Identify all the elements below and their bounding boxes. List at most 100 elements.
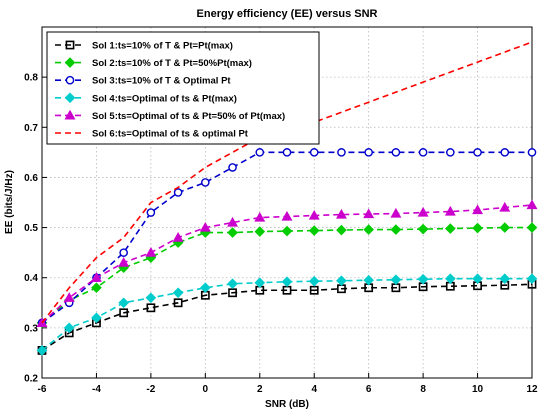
series-3-point xyxy=(146,208,156,217)
legend-marker-4 xyxy=(64,92,76,104)
x-tick-label: 2 xyxy=(257,384,263,395)
series-2-point xyxy=(227,227,238,238)
legend-marker-1 xyxy=(65,40,75,50)
legend-label-3: Sol 3:ts=10% of T & Optimal Pt xyxy=(92,76,231,87)
series-4-point xyxy=(390,274,402,286)
series-5-point xyxy=(444,205,456,216)
series-3-point xyxy=(119,248,128,257)
series-2-point xyxy=(281,225,293,237)
series-2-point xyxy=(363,224,374,235)
legend-label-2: Sol 2:ts=10% of T & Pt=50%Pt(max) xyxy=(92,58,252,69)
series-4-point xyxy=(36,345,48,356)
legend-marker-2 xyxy=(64,57,76,68)
series-2-point xyxy=(91,282,102,294)
series-5-point xyxy=(499,201,511,212)
x-tick-label: -4 xyxy=(92,384,101,395)
series-5-point xyxy=(172,231,184,242)
legend: Sol 1:ts=10% of T & Pt=Pt(max) Sol 2:ts=1… xyxy=(46,31,320,145)
series-1-line xyxy=(41,283,533,352)
legend-marker-5 xyxy=(64,109,76,120)
series-3-point xyxy=(255,148,265,157)
series-3-point xyxy=(337,148,346,157)
series-5-point xyxy=(145,247,157,257)
series-4-point xyxy=(363,274,374,286)
series-5-point xyxy=(118,257,130,267)
series-4-point xyxy=(472,273,483,285)
series-3-point xyxy=(391,148,401,157)
legend-label-6: Sol 6:ts=Optimal of ts & optimal Pt xyxy=(92,129,249,140)
series-4-point xyxy=(145,292,157,304)
series-4-point xyxy=(200,282,211,294)
x-tick-label: 0 xyxy=(203,384,209,395)
series-6 xyxy=(41,41,533,324)
series-6-line xyxy=(41,41,533,324)
series-3-point xyxy=(228,163,237,172)
series-4-point xyxy=(91,312,102,324)
series-2-point xyxy=(390,224,402,235)
series-1-point xyxy=(119,308,129,318)
axis-ticks: -6 -4 -2 0 2 4 6 8 10 12 0.2 0.3 0.4 0.5 0.6 0.7 0.8 xyxy=(24,73,538,395)
series-5-point xyxy=(526,199,538,210)
series-1-point xyxy=(309,285,319,295)
series-4-point xyxy=(118,297,129,309)
series-3-point xyxy=(309,148,319,157)
y-tick-label: 0.3 xyxy=(24,323,38,334)
series-1-point xyxy=(228,288,237,298)
series-2-point xyxy=(526,222,538,233)
x-tick-label: 12 xyxy=(526,384,538,395)
series-1-point xyxy=(146,303,156,313)
series-2-point xyxy=(499,222,511,233)
series-5-point xyxy=(63,292,75,302)
legend-label-4: Sol 4:ts=Optimal of ts & Pt(max) xyxy=(92,93,237,104)
series-3-point xyxy=(364,148,373,157)
series-3-point xyxy=(446,148,455,157)
y-tick-label: 0.7 xyxy=(24,123,38,134)
series-3-point xyxy=(173,188,183,197)
series-4-point xyxy=(63,322,75,334)
series-5-point xyxy=(308,209,320,220)
legend-label-1: Sol 1:ts=10% of T & Pt=Pt(max) xyxy=(92,41,233,52)
series-4-point xyxy=(227,278,238,290)
series-3-point xyxy=(500,148,510,157)
series-3 xyxy=(37,148,537,328)
series-3-point xyxy=(473,148,482,157)
series-5-point xyxy=(281,210,293,221)
series-4-point xyxy=(499,273,511,285)
series-2-point xyxy=(254,226,266,237)
x-axis-label: SNR (dB) xyxy=(265,399,309,410)
series-5-point xyxy=(254,211,266,222)
chart-title: Energy efficiency (EE) versus SNR xyxy=(197,8,378,20)
series-5-point xyxy=(199,221,211,232)
series-4-point xyxy=(526,273,538,285)
x-tick-label: -2 xyxy=(146,384,155,395)
y-tick-label: 0.6 xyxy=(24,173,38,184)
y-tick-label: 0.2 xyxy=(24,374,38,385)
series-5-point xyxy=(335,208,347,219)
legend-marker-3 xyxy=(65,75,75,85)
series-4-point xyxy=(281,276,293,288)
legend-label-5: Sol 5:ts=Optimal of ts & Pt=50% of Pt(ma… xyxy=(92,111,285,122)
series-4-point xyxy=(445,273,456,285)
series-5-point xyxy=(472,204,484,215)
x-tick-label: 8 xyxy=(420,384,426,395)
series-3-point xyxy=(201,178,210,187)
y-tick-label: 0.5 xyxy=(24,223,38,234)
series-5-point xyxy=(363,208,375,219)
series-2-point xyxy=(445,223,456,234)
x-tick-label: 6 xyxy=(366,384,372,395)
y-axis-label: EE (bits/J/Hz) xyxy=(4,170,15,234)
series-5 xyxy=(36,199,538,327)
series-4-point xyxy=(254,277,266,289)
series-lines xyxy=(36,41,538,356)
series-4-point xyxy=(308,275,320,287)
y-tick-label: 0.4 xyxy=(24,273,38,284)
series-3-point xyxy=(418,148,428,157)
series-4 xyxy=(36,273,538,356)
series-2-point xyxy=(417,223,429,235)
series-2-point xyxy=(472,222,483,234)
x-tick-label: -6 xyxy=(38,384,47,395)
series-4-point xyxy=(172,287,184,299)
legend-box xyxy=(46,31,320,145)
series-5-point xyxy=(390,207,402,218)
series-4-point xyxy=(336,275,347,287)
